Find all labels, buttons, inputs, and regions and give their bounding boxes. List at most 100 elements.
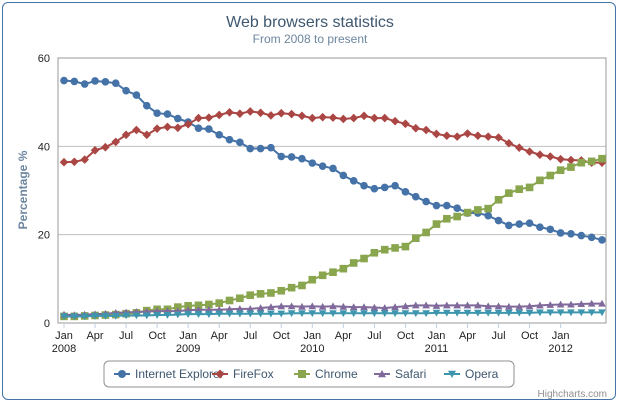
data-point[interactable]	[298, 154, 306, 163]
data-point[interactable]	[380, 113, 390, 123]
data-point[interactable]	[318, 112, 327, 122]
data-point[interactable]	[91, 312, 99, 320]
data-point[interactable]	[401, 188, 410, 196]
data-point[interactable]	[505, 302, 513, 310]
data-point[interactable]	[443, 214, 451, 223]
data-point[interactable]	[329, 310, 337, 318]
data-point[interactable]	[546, 171, 555, 180]
data-point[interactable]	[183, 119, 193, 129]
data-point[interactable]	[298, 281, 306, 290]
data-point[interactable]	[546, 301, 555, 308]
data-point[interactable]	[380, 310, 389, 318]
data-point[interactable]	[505, 189, 513, 197]
data-point[interactable]	[422, 301, 430, 309]
data-point[interactable]	[111, 312, 120, 320]
data-point[interactable]	[515, 185, 524, 193]
data-point[interactable]	[556, 166, 565, 174]
data-point[interactable]	[287, 153, 296, 161]
data-point[interactable]	[122, 312, 130, 320]
data-point[interactable]	[380, 304, 389, 312]
legend-item[interactable]: Opera	[444, 367, 499, 381]
data-point[interactable]	[411, 234, 420, 242]
data-point[interactable]	[401, 119, 410, 129]
data-point[interactable]	[411, 310, 420, 318]
data-point[interactable]	[287, 283, 296, 292]
data-point[interactable]	[318, 302, 327, 310]
data-point[interactable]	[121, 130, 131, 140]
data-point[interactable]	[515, 220, 524, 228]
data-point[interactable]	[453, 309, 461, 317]
data-point[interactable]	[453, 212, 461, 221]
credits-link[interactable]: Highcharts.com	[538, 389, 607, 400]
data-point[interactable]	[443, 201, 451, 210]
data-point[interactable]	[463, 301, 472, 309]
data-point[interactable]	[567, 163, 575, 171]
data-point[interactable]	[308, 302, 317, 310]
data-point[interactable]	[236, 305, 244, 312]
data-point[interactable]	[163, 312, 172, 319]
data-point[interactable]	[577, 309, 586, 317]
data-point[interactable]	[483, 132, 493, 141]
legend[interactable]: Internet Explorer FireFox Chrome Safari Oper…	[103, 360, 515, 388]
data-point[interactable]	[391, 181, 399, 190]
data-point[interactable]	[339, 114, 348, 124]
data-point[interactable]	[432, 129, 441, 139]
data-point[interactable]	[194, 301, 203, 310]
data-point[interactable]	[536, 309, 544, 317]
data-point[interactable]	[236, 138, 244, 147]
data-point[interactable]	[360, 310, 368, 318]
data-point[interactable]	[474, 206, 482, 214]
data-point[interactable]	[277, 152, 286, 161]
data-point[interactable]	[401, 242, 410, 251]
data-point[interactable]	[205, 311, 213, 318]
data-point[interactable]	[484, 302, 492, 310]
data-point[interactable]	[494, 216, 503, 225]
data-point[interactable]	[59, 157, 69, 167]
data-point[interactable]	[204, 113, 214, 122]
data-point[interactable]	[442, 131, 452, 141]
data-point[interactable]	[598, 154, 606, 163]
data-point[interactable]	[329, 302, 337, 310]
data-point[interactable]	[318, 271, 327, 280]
data-point[interactable]	[329, 268, 337, 277]
data-point[interactable]	[505, 221, 513, 230]
data-point[interactable]	[194, 113, 203, 123]
data-point[interactable]	[339, 171, 348, 180]
data-point[interactable]	[298, 302, 306, 310]
data-point[interactable]	[359, 111, 369, 121]
data-point[interactable]	[142, 101, 151, 110]
data-point[interactable]	[411, 123, 421, 133]
data-point[interactable]	[505, 309, 513, 317]
legend-item[interactable]: Safari	[374, 367, 426, 381]
data-point[interactable]	[308, 159, 317, 167]
data-point[interactable]	[536, 301, 544, 309]
data-point[interactable]	[339, 302, 348, 310]
legend-symbol[interactable]	[448, 370, 456, 378]
data-point[interactable]	[235, 109, 245, 118]
data-point[interactable]	[411, 301, 420, 309]
data-point[interactable]	[80, 155, 89, 164]
data-point[interactable]	[587, 309, 596, 317]
data-point[interactable]	[598, 309, 606, 317]
data-point[interactable]	[484, 211, 492, 220]
data-point[interactable]	[308, 310, 317, 318]
legend-symbol[interactable]	[378, 370, 386, 378]
data-point[interactable]	[504, 138, 514, 148]
data-point[interactable]	[214, 110, 224, 120]
data-point[interactable]	[453, 301, 461, 309]
data-point[interactable]	[225, 310, 234, 318]
data-point[interactable]	[122, 86, 130, 95]
data-point[interactable]	[349, 310, 358, 318]
data-point[interactable]	[267, 289, 275, 297]
data-point[interactable]	[577, 158, 586, 167]
data-point[interactable]	[256, 144, 265, 153]
data-point[interactable]	[111, 137, 121, 147]
data-point[interactable]	[101, 78, 110, 86]
data-point[interactable]	[525, 302, 534, 310]
data-point[interactable]	[70, 77, 79, 86]
data-point[interactable]	[370, 303, 379, 311]
data-point[interactable]	[153, 312, 161, 319]
data-point[interactable]	[349, 176, 358, 185]
data-point[interactable]	[546, 309, 555, 317]
data-point[interactable]	[432, 301, 441, 309]
